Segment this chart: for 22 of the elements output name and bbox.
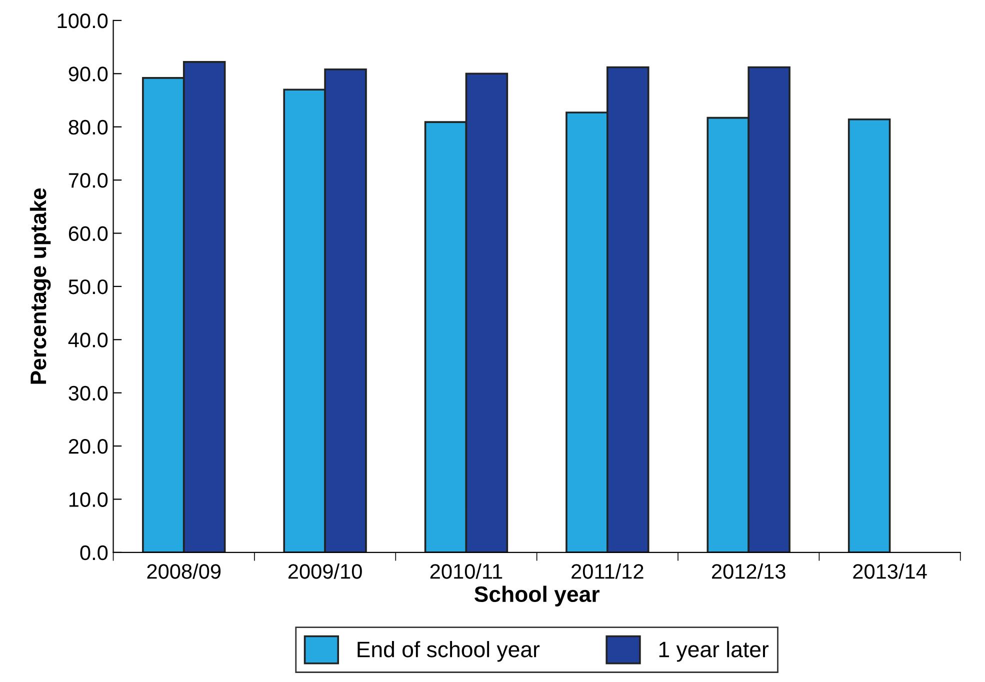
y-tick-label: 100.0 xyxy=(58,13,108,28)
x-tick-label: 2008/09 xyxy=(147,564,221,579)
x-tick-label: 2011/12 xyxy=(572,564,644,579)
y-axis-title: Percentage uptake xyxy=(30,188,51,384)
y-tick-label: 20.0 xyxy=(68,439,108,454)
y-tick-label: 40.0 xyxy=(68,332,108,348)
legend-label: End of school year xyxy=(358,641,540,662)
y-tick-label: 80.0 xyxy=(68,120,108,135)
bar xyxy=(848,118,891,552)
y-tick-label: 70.0 xyxy=(68,173,108,188)
y-tick-label: 30.0 xyxy=(68,386,108,401)
legend-label: 1 year later xyxy=(659,641,769,662)
y-tick-label: 0.0 xyxy=(80,545,108,560)
x-tick-label: 2010/11 xyxy=(430,564,502,579)
y-tick-label: 50.0 xyxy=(68,279,108,294)
x-axis-title: School year xyxy=(474,586,600,606)
x-tick-label: 2013/14 xyxy=(853,564,927,579)
y-tick-label: 10.0 xyxy=(69,492,108,507)
x-tick-label: 2012/13 xyxy=(712,564,786,579)
y-tick-label: 90.0 xyxy=(68,66,108,82)
y-tick-label: 60.0 xyxy=(68,226,108,241)
x-tick-label: 2009/10 xyxy=(288,564,362,579)
